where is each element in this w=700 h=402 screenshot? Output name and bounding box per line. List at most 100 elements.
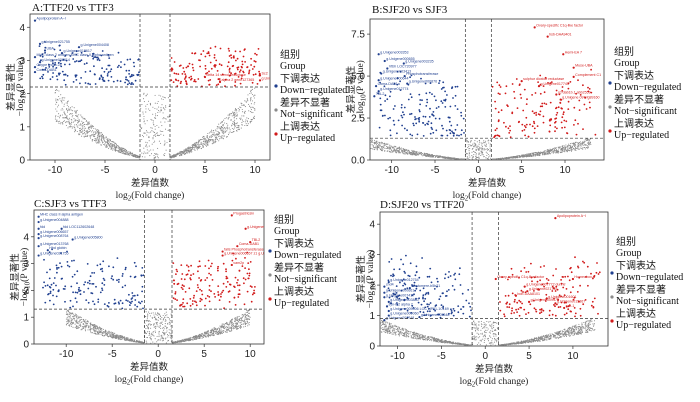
ns-point: [368, 145, 369, 146]
ns-point: [574, 146, 576, 148]
ns-point: [163, 328, 165, 330]
ns-point: [237, 327, 239, 330]
ns-point: [392, 150, 394, 152]
up-point: [170, 79, 173, 82]
ns-point: [212, 139, 214, 141]
ns-point: [65, 122, 67, 124]
ns-point: [143, 93, 145, 95]
up-point: [250, 57, 253, 60]
up-point: [509, 129, 511, 132]
ns-point: [144, 331, 146, 333]
ns-point: [153, 156, 155, 159]
points-layer: MHC class II alpha antigeng.Unigene00488…: [37, 211, 264, 344]
ns-point: [469, 141, 471, 143]
labeled-down-point: [377, 90, 380, 93]
up-point: [533, 131, 536, 134]
ns-point: [68, 313, 71, 315]
ns-point: [498, 158, 500, 160]
ns-point: [71, 127, 73, 129]
up-point: [588, 88, 591, 90]
ns-point: [131, 152, 133, 154]
ns-point: [211, 143, 213, 145]
ns-point: [86, 133, 88, 135]
ns-point: [141, 156, 143, 158]
ns-point: [247, 325, 249, 327]
ns-point: [531, 155, 533, 157]
labeled-down-point: [374, 85, 378, 88]
up-point: [173, 72, 176, 75]
ns-point: [236, 316, 238, 318]
ns-point: [62, 120, 64, 123]
ns-point: [211, 134, 213, 136]
down-point: [422, 135, 425, 137]
ns-point: [150, 118, 152, 120]
ns-point: [191, 339, 193, 341]
up-point: [200, 53, 203, 56]
ns-point: [436, 155, 438, 157]
ns-point: [483, 141, 485, 143]
ns-point: [232, 327, 234, 329]
ns-point: [491, 158, 493, 160]
ns-point: [195, 338, 197, 340]
ns-point: [161, 104, 163, 106]
ns-point: [215, 130, 217, 132]
down-point: [52, 72, 54, 74]
ns-point: [244, 321, 246, 323]
ns-point: [398, 152, 400, 154]
ns-point: [84, 135, 86, 137]
ns-point: [545, 150, 547, 152]
ns-point: [95, 333, 97, 335]
ns-point: [95, 138, 97, 140]
ns-point: [144, 123, 146, 125]
ns-point: [63, 103, 65, 105]
ns-point: [80, 325, 82, 327]
ns-point: [108, 138, 110, 140]
gene-label-down: Coma-DAB1a: [378, 82, 400, 86]
ns-point: [471, 145, 473, 147]
ns-point: [104, 334, 106, 336]
ns-point: [548, 151, 550, 154]
down-point: [411, 134, 414, 137]
ns-point: [83, 121, 85, 123]
ns-point: [151, 127, 153, 129]
ns-point: [483, 148, 485, 150]
ns-point: [231, 326, 233, 328]
up-point: [533, 122, 536, 125]
ns-point: [214, 137, 217, 139]
down-point: [59, 49, 62, 52]
ns-point: [222, 125, 224, 127]
down-point: [429, 82, 432, 84]
ns-point: [438, 155, 440, 157]
ns-point: [497, 158, 499, 160]
ns-point: [413, 152, 415, 154]
ns-point: [90, 331, 92, 333]
ns-point: [222, 132, 224, 134]
plot-frame: [369, 18, 605, 161]
ns-point: [137, 156, 139, 158]
ns-point: [87, 124, 89, 126]
ns-point: [243, 104, 245, 106]
ns-point: [58, 113, 60, 115]
down-point: [389, 90, 392, 93]
ns-point: [385, 143, 387, 145]
legend-title-cn: 组别: [614, 45, 634, 58]
ns-point: [80, 116, 82, 118]
down-point: [56, 78, 59, 81]
ns-point: [67, 309, 69, 311]
ns-point: [168, 105, 170, 108]
y-tick-label: 7.5: [351, 30, 365, 41]
ns-point: [182, 152, 184, 154]
ns-point: [164, 323, 166, 325]
ns-point: [146, 93, 148, 95]
ns-point: [156, 108, 158, 110]
ns-point: [146, 120, 148, 122]
ns-point: [116, 334, 118, 336]
ns-point: [101, 334, 103, 336]
ns-point: [570, 145, 572, 147]
ns-point: [189, 338, 191, 340]
ns-point: [187, 339, 189, 341]
ns-point: [231, 327, 233, 329]
up-point: [228, 55, 231, 57]
ns-point: [165, 328, 167, 330]
ns-point: [560, 150, 562, 152]
